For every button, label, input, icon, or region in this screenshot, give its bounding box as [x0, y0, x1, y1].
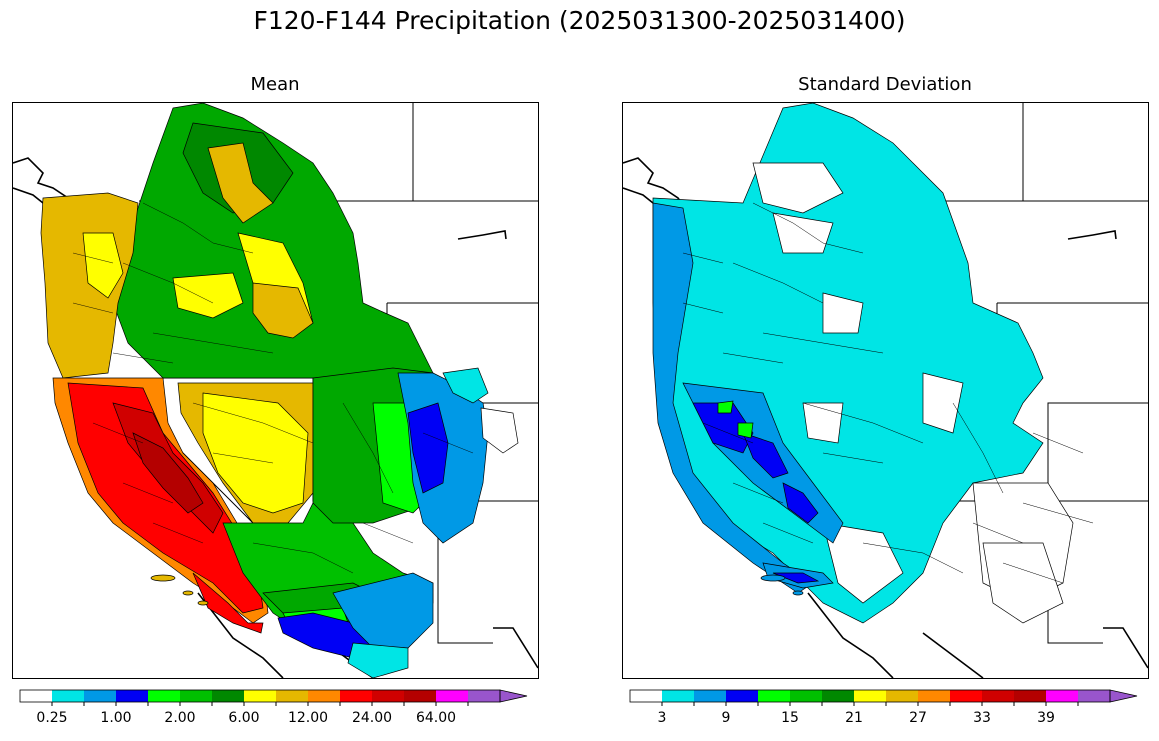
- mean-panel-title: Mean: [250, 74, 300, 95]
- mean-colorbar-tick-label: 2.00: [164, 710, 195, 726]
- std-colorbar-swatch: [694, 690, 726, 702]
- std-colorbar-swatch: [758, 690, 790, 702]
- std-colorbar-swatch: [1078, 690, 1110, 702]
- mean-colorbar-tick-label: 1.00: [100, 710, 131, 726]
- std-colorbar-swatch: [1014, 690, 1046, 702]
- std-colorbar-swatch: [854, 690, 886, 702]
- std-colorbar-swatch: [982, 690, 1014, 702]
- std-colorbar-swatch: [822, 690, 854, 702]
- mean-colorbar-swatch: [468, 690, 500, 702]
- mean-colorbar-swatch: [340, 690, 372, 702]
- mean-colorbar-swatch: [404, 690, 436, 702]
- basin-lines: [682, 202, 1094, 584]
- mean-colorbar-tick-label: 24.00: [352, 710, 392, 726]
- mean-colorbar-swatch: [244, 690, 276, 702]
- std-colorbar-extend-arrow: [1109, 689, 1138, 703]
- std-colorbar-tick-label: 39: [1037, 710, 1055, 726]
- mean-colorbar-tick-label: 64.00: [416, 710, 456, 726]
- mean-colorbar-tick-label: 0.25: [36, 710, 67, 726]
- mean-colorbar-swatch: [372, 690, 404, 702]
- std-colorbar-tick-label: 15: [781, 710, 799, 726]
- mean-colorbar-swatch: [308, 690, 340, 702]
- std-colorbar-swatch: [630, 690, 662, 702]
- std-colorbar-tick-label: 3: [658, 710, 667, 726]
- mean-colorbar-tick-label: 6.00: [228, 710, 259, 726]
- std-colorbar-tick-label: 27: [909, 710, 927, 726]
- std-panel-title: Standard Deviation: [798, 74, 972, 95]
- mean-colorbar-swatch: [276, 690, 308, 702]
- std-colorbar-swatch: [726, 690, 758, 702]
- mean-colorbar-swatch: [180, 690, 212, 702]
- mean-colorbar-swatch: [148, 690, 180, 702]
- basin-lines: [72, 202, 474, 574]
- mean-precip-fill: [40, 103, 519, 678]
- std-colorbar-swatch: [918, 690, 950, 702]
- std-colorbar-swatch: [1046, 690, 1078, 702]
- std-colorbar-tick-label: 21: [845, 710, 863, 726]
- mean-colorbar-swatch: [436, 690, 468, 702]
- mean-colorbar-swatch: [116, 690, 148, 702]
- mean-colorbar-swatch: [212, 690, 244, 702]
- std-colorbar-swatch: [662, 690, 694, 702]
- std-map: [622, 102, 1149, 679]
- mean-colorbar-swatch: [20, 690, 52, 702]
- std-colorbar: 3 9 15 21 27 33 39: [628, 685, 1143, 735]
- std-colorbar-tick-label: 9: [722, 710, 731, 726]
- std-colorbar-tick-label: 33: [973, 710, 991, 726]
- std-colorbar-swatch: [886, 690, 918, 702]
- mean-colorbar-swatch: [84, 690, 116, 702]
- mean-colorbar-extend-arrow: [499, 689, 528, 703]
- mean-map: [12, 102, 539, 679]
- std-colorbar-swatch: [790, 690, 822, 702]
- mean-colorbar-tick-label: 12.00: [288, 710, 328, 726]
- figure-title: F120-F144 Precipitation (2025031300-2025…: [253, 6, 906, 35]
- std-colorbar-swatch: [950, 690, 982, 702]
- std-precip-fill: [652, 103, 1074, 624]
- mean-colorbar-swatch: [52, 690, 84, 702]
- mean-colorbar: 0.25 1.00 2.00 6.00 12.00 24.00 64.00: [18, 685, 533, 735]
